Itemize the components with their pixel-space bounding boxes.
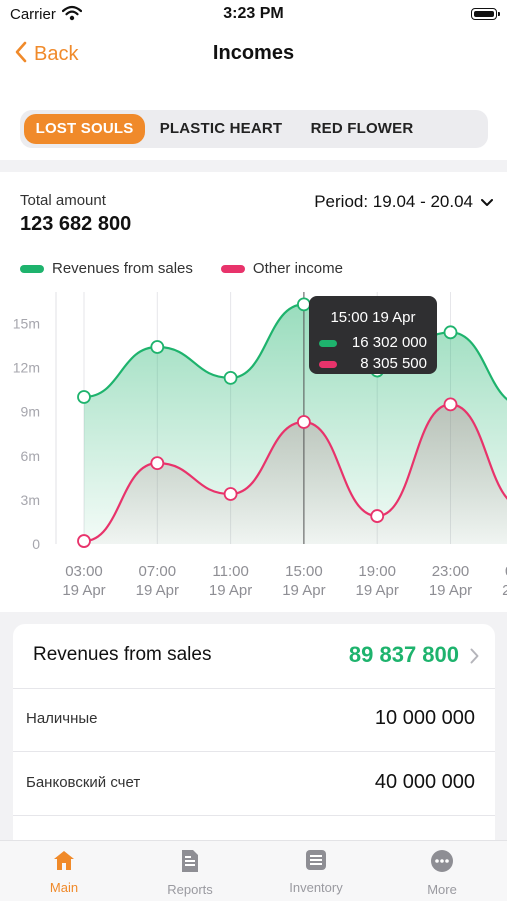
x-tick-time: 15:00 [285,563,323,580]
row-value: 10 000 000 [374,707,475,729]
data-point-revenues [150,340,165,354]
x-tick-date: 19 Apr [282,582,325,599]
segment-plastic-heart[interactable]: PLASTIC HEART [159,120,283,137]
x-tick-time: 19:00 [358,563,396,580]
nav-bar: Back Incomes LOST SOULS PLASTIC HEART RE… [0,30,507,160]
status-time: 3:23 PM [223,5,284,22]
x-tick-time: 03:00 [65,563,103,580]
row-value: 40 000 000 [374,771,475,793]
tooltip-value: 16 302 000 [352,334,427,351]
data-point-other-income [150,456,165,471]
legend-label-other: Other income [252,260,343,277]
y-tick-label: 15m [13,316,40,332]
total-amount-value: 123 682 800 [20,213,132,235]
revenue-card-total: 89 837 800 [348,642,459,667]
y-tick-label: 9m [21,404,40,420]
y-tick-label: 6m [21,448,40,464]
chevron-left-icon [14,41,28,68]
total-amount-label: Total amount [20,192,106,209]
data-point-revenues [296,297,311,312]
data-point-revenues [77,390,91,404]
legend-item-revenues: Revenues from sales [20,260,193,277]
tab-label: More [427,882,457,897]
income-chart[interactable]: 0 3m 6m 9m 12m 15m 03:00 19 Apr 07:00 19 Apr 11:00… [0,282,507,612]
battery-icon [471,8,500,20]
summary-panel: Total amount 123 682 800 Period: 19.04 -… [0,172,507,612]
legend-swatch-other [220,264,245,273]
back-label: Back [34,42,79,65]
data-point-other-income [443,397,458,412]
data-point-revenues [223,370,238,385]
wifi-icon [61,5,83,26]
tab-more[interactable]: More [392,849,492,897]
carrier-label: Carrier [10,6,56,23]
more-icon [430,850,454,877]
back-button[interactable]: Back [14,38,78,70]
tab-label: Inventory [289,880,343,895]
home-icon [52,851,76,875]
x-tick-date: 20 Apr [502,582,507,599]
row-label: Наличные [26,710,98,727]
chart-tooltip [309,296,437,374]
segment-red-flower[interactable]: RED FLOWER [310,120,414,137]
chart-legend: Revenues from sales Other income [20,260,371,277]
revenue-card: Revenues from sales 89 837 800 Наличные … [13,624,495,854]
data-point-other-income [223,487,238,501]
tooltip-swatch [319,361,337,368]
tooltip-title: 15:00 19 Apr [330,309,415,326]
data-point-revenues [443,325,458,340]
x-tick-time: 11:00 [212,563,248,580]
y-tick-label: 3m [21,492,40,508]
period-selector[interactable]: Period: 19.04 - 20.04 [314,192,493,212]
row-label: Банковский счет [26,774,141,791]
y-tick-label: 12m [13,360,40,376]
x-tick-time: 07:00 [139,563,177,580]
tab-main[interactable]: Main [14,849,114,895]
tab-label: Reports [167,882,213,897]
report-icon [180,850,200,877]
legend-swatch-revenues [20,264,44,273]
x-tick-time: 23:00 [432,563,470,580]
list-item: Банковский счет 40 000 000 [13,752,495,816]
period-label: Period: 19.04 - 20.04 [314,192,473,211]
x-tick-date: 19 Apr [429,582,472,599]
segment-control: LOST SOULS PLASTIC HEART RED FLOWER [20,110,488,148]
chevron-down-icon [481,192,493,212]
tooltip-value: 8 305 500 [360,355,427,372]
data-point-other-income [370,509,385,523]
tab-label: Main [49,880,79,895]
x-tick-time: 03:00 [505,563,507,580]
page-title: Incomes [212,42,295,64]
legend-item-other: Other income [220,260,343,277]
x-tick-date: 19 Apr [209,582,252,599]
chevron-right-icon [470,648,479,669]
tooltip-swatch [319,340,337,347]
x-tick-date: 19 Apr [356,582,399,599]
status-bar: Carrier 3:23 PM [0,0,507,30]
revenue-card-title: Revenues from sales [33,644,212,665]
y-tick-label: 0 [32,536,40,552]
tab-reports[interactable]: Reports [140,849,240,897]
list-icon [305,850,327,875]
revenue-card-header[interactable]: Revenues from sales 89 837 800 [13,624,495,689]
tab-inventory[interactable]: Inventory [266,849,366,895]
data-point-other-income [77,534,91,548]
legend-label-revenues: Revenues from sales [52,260,193,277]
data-point-other-income [296,415,311,429]
segment-lost-souls[interactable]: LOST SOULS [24,114,145,144]
x-tick-date: 19 Apr [62,582,105,599]
series-area-other-income [84,404,507,544]
tab-bar: Main Reports Inventory More [0,840,507,901]
x-tick-date: 19 Apr [136,582,179,599]
list-item: Наличные 10 000 000 [13,688,495,752]
